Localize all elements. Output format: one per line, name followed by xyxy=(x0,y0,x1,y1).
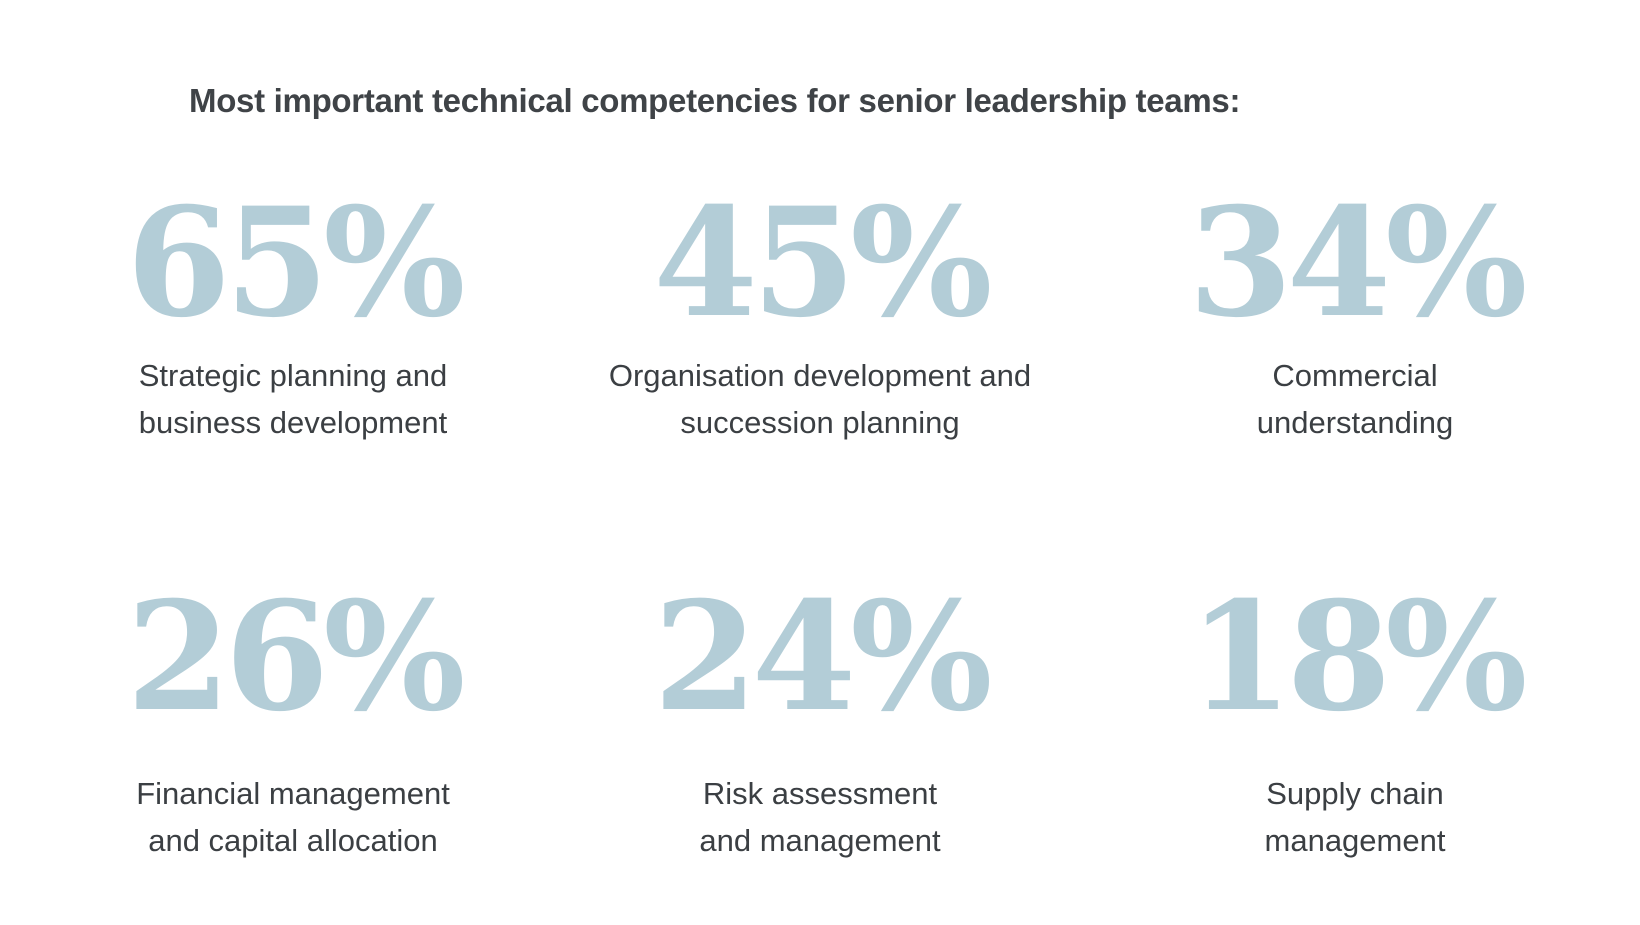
stat-financial-management: 26% Financial management and capital all… xyxy=(58,582,528,864)
stat-label-line: understanding xyxy=(1256,405,1454,440)
stat-supply-chain: 18% Supply chain management xyxy=(1120,582,1590,864)
stat-label-line: business development xyxy=(138,405,448,440)
stat-label: Commercial understanding xyxy=(1120,352,1590,446)
stat-label-line: management xyxy=(1264,823,1446,858)
stat-value: 26% xyxy=(126,569,465,745)
stat-label-line: Commercial xyxy=(1272,358,1438,393)
stat-label-line: and management xyxy=(699,823,941,858)
stat-risk-assessment: 24% Risk assessment and management xyxy=(585,582,1055,864)
stat-value: 34% xyxy=(1188,175,1527,351)
stat-label-line: succession planning xyxy=(680,405,960,440)
stat-label-line: Strategic planning and xyxy=(138,358,448,393)
stat-label-line: Supply chain xyxy=(1266,776,1444,811)
stat-label: Supply chain management xyxy=(1120,770,1590,864)
page-title: Most important technical competencies fo… xyxy=(189,82,1241,119)
stat-label-line: Organisation development and xyxy=(608,358,1032,393)
stat-value: 45% xyxy=(653,175,992,351)
stat-value: 18% xyxy=(1188,569,1527,745)
stat-value: 65% xyxy=(126,175,465,351)
stat-label: Strategic planning and business developm… xyxy=(58,352,528,446)
stat-strategic-planning: 65% Strategic planning and business deve… xyxy=(58,188,528,446)
stat-label: Risk assessment and management xyxy=(585,770,1055,864)
stat-label-line: Risk assessment xyxy=(702,776,938,811)
stat-label: Organisation development and succession … xyxy=(585,352,1055,446)
stat-label-line: and capital allocation xyxy=(148,823,438,858)
stat-organisation-development: 45% Organisation development and success… xyxy=(585,188,1055,446)
stat-commercial-understanding: 34% Commercial understanding xyxy=(1120,188,1590,446)
stat-value: 24% xyxy=(653,569,992,745)
stat-label: Financial management and capital allocat… xyxy=(58,770,528,864)
stat-label-line: Financial management xyxy=(136,776,450,811)
